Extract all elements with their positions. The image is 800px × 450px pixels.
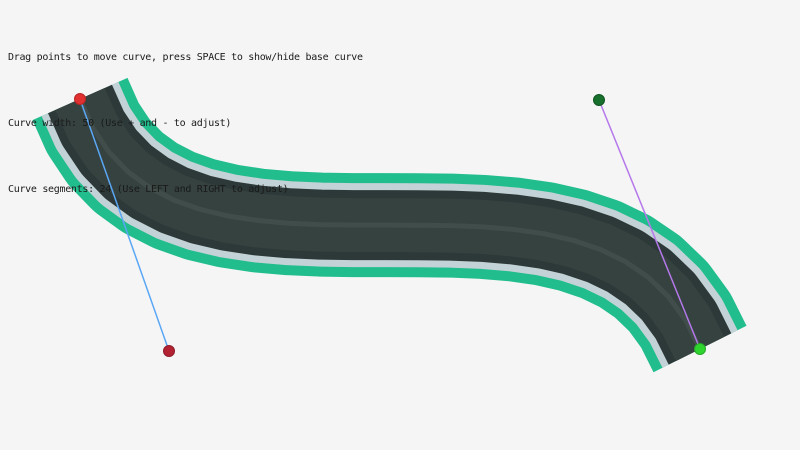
hud-line-drag-hint: Drag points to move curve, press SPACE t… bbox=[8, 52, 363, 63]
handle-line-p0-p1 bbox=[79, 98, 170, 352]
control-point-p0-start-anchor[interactable] bbox=[74, 93, 86, 105]
control-point-p1-start-control[interactable] bbox=[163, 345, 175, 357]
handle-line-p2-p3 bbox=[598, 99, 701, 350]
control-point-p3-end-anchor[interactable] bbox=[694, 343, 706, 355]
control-point-p2-end-control[interactable] bbox=[593, 94, 605, 106]
hud-instructions: Drag points to move curve, press SPACE t… bbox=[8, 3, 363, 245]
hud-line-curve-width: Curve width: 50 (Use + and - to adjust) bbox=[8, 118, 232, 129]
hud-line-curve-segments: Curve segments: 24 (Use LEFT and RIGHT t… bbox=[8, 184, 289, 195]
road-layer-center-line bbox=[77, 97, 703, 351]
